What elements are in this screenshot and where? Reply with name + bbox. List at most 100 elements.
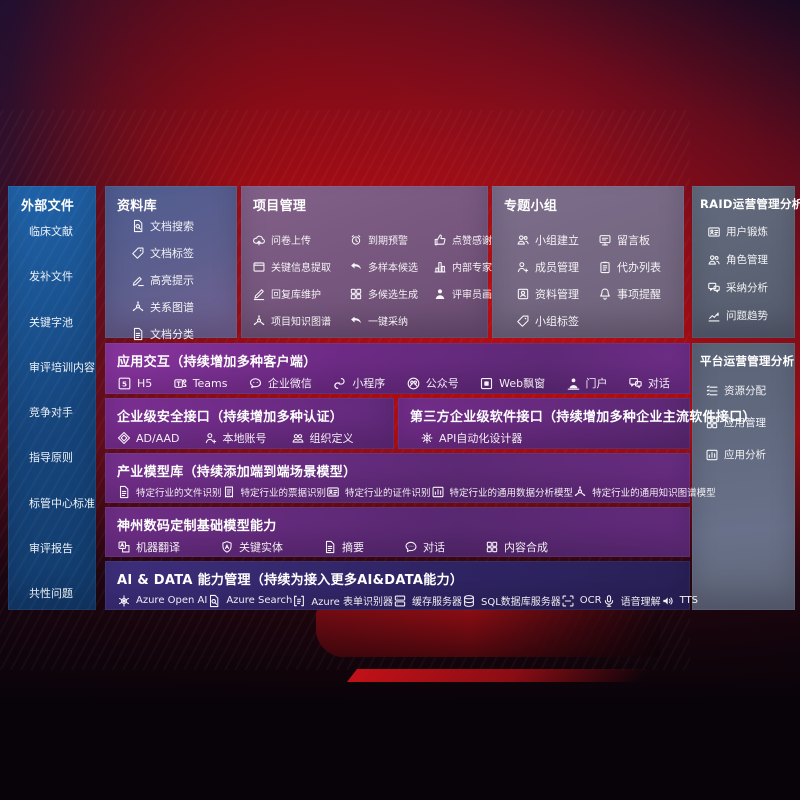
- interaction-item-1[interactable]: 5 H5: [117, 376, 152, 391]
- desk-glow-shape: [316, 605, 660, 657]
- form-recognizer-icon: [292, 594, 306, 608]
- industry-item-1[interactable]: 特定行业的文件识别: [117, 485, 222, 499]
- interaction-item-4[interactable]: 小程序: [332, 375, 385, 391]
- sidebar-item-6[interactable]: 指导原则: [29, 448, 94, 466]
- groups-item-2[interactable]: 留言板: [598, 232, 682, 248]
- groups-item-4[interactable]: 代办列表: [598, 259, 682, 275]
- highlight-pencil-icon: [131, 273, 145, 287]
- aidata-item-1[interactable]: Azure Open AI: [117, 594, 207, 608]
- item-label: 应用管理: [724, 417, 766, 429]
- interaction-item-3[interactable]: 企业微信: [248, 375, 312, 391]
- interaction-item-7[interactable]: 门户: [566, 375, 608, 391]
- basemodel-item-1[interactable]: 机器翻译: [117, 539, 180, 555]
- item-label: H5: [137, 376, 153, 390]
- app-interaction-items: 5 H5 Teams 企业微信 小程序 公众号 Web飘窗 门户 对话: [105, 375, 690, 391]
- interaction-item-5[interactable]: 公众号: [406, 375, 459, 391]
- sidebar-item-2[interactable]: 发补文件: [29, 267, 94, 285]
- basemodel-item-2[interactable]: 关键实体: [220, 539, 283, 555]
- item-label: Azure Search: [226, 595, 293, 606]
- sidebar-item-9[interactable]: 共性问题: [29, 584, 94, 602]
- security-item-3[interactable]: 组织定义: [291, 430, 354, 446]
- sidebar-item-1[interactable]: 临床文献: [29, 222, 94, 240]
- security-item-1[interactable]: AD/AAD: [117, 431, 180, 445]
- ziliao-item-1[interactable]: 文档搜索: [131, 218, 194, 234]
- base-model-row: 神州数码定制基础模型能力 机器翻译 关键实体 摘要 对话 内容合成: [105, 507, 690, 557]
- groups-item-5[interactable]: 资料管理: [516, 286, 598, 302]
- ziliao-item-4[interactable]: 关系图谱: [131, 299, 194, 315]
- aidata-item-5[interactable]: SQL数据库服务器: [462, 593, 561, 608]
- row-title: 应用交互（持续增加多种客户端）: [117, 355, 317, 370]
- item-label: AD/AAD: [136, 431, 180, 445]
- raid-item-2[interactable]: 角色管理: [707, 252, 768, 267]
- desk-light-bar: [346, 669, 652, 682]
- aidata-item-2[interactable]: Azure Search: [207, 594, 292, 608]
- azure-search-icon: [207, 594, 221, 608]
- sidebar-item-7[interactable]: 标管中心标准: [29, 494, 95, 512]
- project-item-4[interactable]: 关键信息提取: [252, 259, 349, 274]
- thirdparty-item-1[interactable]: API自动化设计器: [420, 430, 522, 446]
- interaction-item-8[interactable]: 对话: [628, 375, 670, 391]
- project-item-3[interactable]: 点赞感谢: [433, 232, 512, 247]
- basemodel-item-4[interactable]: 对话: [404, 539, 445, 555]
- interaction-item-6[interactable]: Web飘窗: [479, 375, 545, 391]
- aidata-item-8[interactable]: TTS: [661, 594, 698, 608]
- project-item-5[interactable]: 多样本候选: [349, 259, 433, 274]
- sidebar-item-5[interactable]: 竞争对手: [29, 403, 94, 421]
- raid-item-3[interactable]: 采纳分析: [707, 280, 768, 295]
- project-item-8[interactable]: 多候选生成: [349, 286, 433, 301]
- project-item-6[interactable]: 内部专家排名: [433, 259, 512, 274]
- project-management-panel: 项目管理 问卷上传 到期预警 点赞感谢 关键信息提取 多样本候选 内部专家排名 回复库维护 多…: [241, 186, 512, 338]
- groups-item-6[interactable]: 事项提醒: [598, 286, 682, 302]
- platform-item-3[interactable]: 应用分析: [705, 447, 766, 462]
- industry-item-2[interactable]: 特定行业的票据识别: [222, 485, 326, 499]
- sidebar-item-label: 审评报告: [29, 541, 73, 555]
- aidata-item-6[interactable]: OCR: [561, 594, 602, 608]
- industry-item-3[interactable]: 特定行业的证件识别: [326, 485, 431, 499]
- platform-item-2[interactable]: 应用管理: [705, 415, 766, 430]
- project-item-11[interactable]: 一键采纳: [349, 313, 433, 328]
- sidebar-item-label: 标管中心标准: [29, 496, 95, 510]
- item-label: 本地账号: [222, 432, 267, 445]
- item-label: 企业微信: [267, 377, 312, 390]
- item-label: 机器翻译: [136, 541, 180, 554]
- special-groups-items: 小组建立 留言板 成员管理 代办列表 资料管理 事项提醒 小组标签: [516, 226, 682, 334]
- raid-item-1[interactable]: 用户锻炼: [707, 224, 768, 239]
- aidata-item-3[interactable]: Azure 表单识别器: [292, 593, 393, 608]
- project-item-1[interactable]: 问卷上传: [252, 232, 349, 247]
- item-label: 小组建立: [535, 233, 579, 247]
- ziliao-item-5[interactable]: 文档分类: [131, 326, 194, 342]
- raid-item-4[interactable]: 问题趋势: [707, 308, 768, 323]
- id-card-icon: [707, 225, 721, 239]
- project-item-2[interactable]: 到期预警: [349, 232, 433, 247]
- project-item-9[interactable]: 评审员画像: [433, 286, 512, 301]
- sidebar-item-8[interactable]: 审评报告: [29, 539, 94, 557]
- project-item-7[interactable]: 回复库维护: [252, 286, 349, 301]
- app-grid-icon: [705, 416, 719, 430]
- industry-item-4[interactable]: 特定行业的通用数据分析模型: [431, 485, 573, 499]
- sidebar-item-3[interactable]: 关键字池: [29, 313, 94, 331]
- app-interaction-row: 应用交互（持续增加多种客户端） 5 H5 Teams 企业微信 小程序 公众号 Web飘窗 门…: [105, 343, 690, 394]
- portal-icon: [566, 376, 581, 391]
- item-label: Web飘窗: [499, 377, 546, 390]
- enterprise-security-items: AD/AAD 本地账号 组织定义: [105, 430, 394, 446]
- aidata-item-7[interactable]: 语音理解: [602, 593, 661, 608]
- browser-window-icon: [252, 260, 266, 274]
- platform-item-1[interactable]: 资源分配: [705, 383, 766, 398]
- groups-item-7[interactable]: 小组标签: [516, 313, 598, 329]
- project-item-10[interactable]: 项目知识图谱: [252, 313, 349, 328]
- industry-item-5[interactable]: 特定行业的通用知识图谱模型: [573, 485, 716, 499]
- aidata-item-4[interactable]: 缓存服务器: [393, 593, 462, 608]
- groups-item-3[interactable]: 成员管理: [516, 259, 598, 275]
- security-item-2[interactable]: 本地账号: [204, 430, 267, 446]
- basemodel-item-3[interactable]: 摘要: [323, 539, 364, 555]
- interaction-item-2[interactable]: Teams: [173, 376, 228, 391]
- ziliao-item-2[interactable]: 文档标签: [131, 245, 194, 261]
- grid-icon: [349, 287, 363, 301]
- groups-item-1[interactable]: 小组建立: [516, 232, 598, 248]
- translate-icon: [117, 540, 131, 554]
- panel-title: 资料库: [117, 199, 157, 214]
- basemodel-item-5[interactable]: 内容合成: [485, 539, 548, 555]
- ziliao-item-3[interactable]: 高亮提示: [131, 272, 194, 288]
- sidebar-item-4[interactable]: 审评培训内容: [29, 358, 95, 376]
- item-label: Teams: [192, 376, 228, 390]
